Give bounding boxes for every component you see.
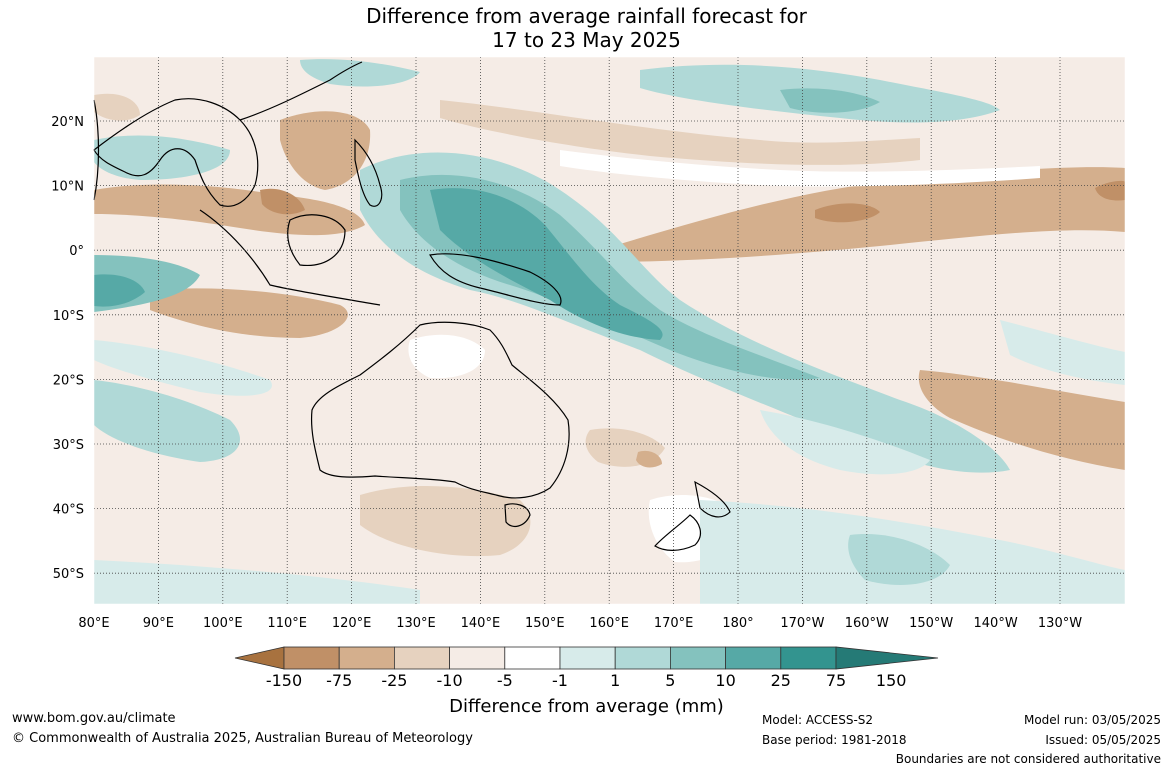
- colorbar-segment: [449, 646, 506, 670]
- website-link[interactable]: www.bom.gov.au/climate: [12, 711, 176, 726]
- colorbar-tick-label: -150: [265, 671, 303, 690]
- wet-band-southern-ocean-west: [94, 380, 240, 462]
- lon-tick-label: 150°E: [525, 616, 565, 631]
- lon-tick-label: 130°E: [396, 616, 436, 631]
- colorbar-segment: [780, 646, 837, 670]
- lon-tick-label: 110°E: [267, 616, 307, 631]
- title-line-1: Difference from average rainfall forecas…: [366, 4, 807, 28]
- boundary-disclaimer: Boundaries are not considered authoritat…: [895, 752, 1161, 766]
- colorbar-extend-low: [234, 646, 285, 670]
- lat-tick-label: 30°S: [53, 438, 84, 453]
- colorbar-segment: [670, 646, 727, 670]
- dry-patch-tasman-core: [636, 450, 662, 468]
- issued-date: Issued: 05/05/2025: [1045, 733, 1161, 747]
- dry-band-indian-ocean: [150, 288, 348, 338]
- lon-tick-label: 150°W: [909, 616, 953, 631]
- wet-band-far-south: [94, 560, 420, 604]
- coastline-new-zealand-south: [654, 514, 702, 551]
- model-run-date: Model run: 03/05/2025: [1023, 713, 1161, 727]
- lon-tick-label: 130°W: [1038, 616, 1082, 631]
- dry-patch-west: [94, 93, 140, 121]
- coastline-tasmania: [504, 503, 531, 528]
- lon-tick-label: 160°E: [589, 616, 629, 631]
- lon-tick-label: 90°E: [143, 616, 174, 631]
- lat-tick-label: 0°: [69, 244, 84, 259]
- dry-band-southeast-asia: [94, 184, 365, 236]
- base-period: Base period: 1981-2018: [762, 733, 907, 747]
- colorbar-tick-label: 5: [665, 671, 676, 690]
- coastline-new-zealand-north: [694, 480, 731, 518]
- colorbar-tick-label: 150: [875, 671, 907, 690]
- wet-band-east-pacific: [1000, 320, 1125, 385]
- lon-tick-label: 180°: [722, 616, 753, 631]
- map-panel: [94, 57, 1125, 604]
- coastline-sumatra-java: [199, 209, 381, 306]
- lon-tick-label: 140°W: [974, 616, 1018, 631]
- lon-tick-label: 170°E: [654, 616, 694, 631]
- colorbar-tick-label: 25: [770, 671, 791, 690]
- coastline-philippines: [354, 138, 383, 207]
- coastline-southeast-asia: [93, 98, 259, 207]
- lon-tick-label: 170°W: [780, 616, 824, 631]
- colorbar-segment: [559, 646, 616, 670]
- coastline-australia: [310, 321, 570, 499]
- dry-band-north-pacific-core: [815, 203, 880, 223]
- lon-tick-label: 140°E: [461, 616, 501, 631]
- colorbar-segment: [338, 646, 395, 670]
- colorbar-tick-label: 75: [825, 671, 847, 690]
- neutral-band-north: [560, 150, 1040, 187]
- lon-tick-label: 100°E: [203, 616, 243, 631]
- colorbar-tick-label: -75: [326, 671, 353, 690]
- lat-tick-label: 10°N: [51, 180, 84, 195]
- wet-band-north-pacific-core: [780, 88, 880, 113]
- lat-tick-label: 40°S: [53, 503, 84, 518]
- latitude-labels: 20°N 10°N 0° 10°S 20°S 30°S 40°S 50°S: [51, 115, 84, 582]
- longitude-labels: 80°E 90°E 100°E 110°E 120°E 130°E 140°E 150°E 16…: [78, 616, 1082, 631]
- colorbar-extend-high: [835, 646, 939, 670]
- wet-band-spcz-inner: [430, 188, 663, 340]
- chart-title: Difference from average rainfall forecas…: [0, 4, 1173, 52]
- dry-patch-borneo: [260, 188, 305, 215]
- lat-tick-label: 20°S: [53, 373, 84, 388]
- dry-band-southern-australia: [360, 485, 531, 557]
- coastline-india: [93, 99, 100, 201]
- colorbar-tick-label: -1: [552, 671, 568, 690]
- lat-tick-label: 50°S: [53, 567, 84, 582]
- lon-tick-label: 120°E: [332, 616, 372, 631]
- dry-patch-south-china-sea: [280, 111, 371, 190]
- model-name: Model: ACCESS-S2: [762, 713, 874, 727]
- colorbar-tick-label: 10: [715, 671, 736, 690]
- wet-band-southern-ocean-east-core: [848, 534, 950, 585]
- colorbar-segment: [283, 646, 340, 670]
- title-line-2: 17 to 23 May 2025: [492, 28, 681, 52]
- lat-tick-label: 20°N: [51, 115, 84, 130]
- lat-tick-label: 10°S: [53, 309, 84, 324]
- colorbar-segment: [393, 646, 450, 670]
- coastline-new-guinea: [429, 253, 562, 306]
- coastline-borneo: [287, 214, 346, 267]
- colorbar-tick-label: -5: [496, 671, 513, 690]
- colorbar-tick-label: 1: [610, 671, 621, 690]
- map-frame: [93, 56, 1126, 605]
- colorbar-segment: [504, 646, 561, 670]
- wet-band-southern-ocean-mid: [94, 340, 272, 396]
- colorbar-title: Difference from average (mm): [449, 696, 724, 717]
- copyright-text: © Commonwealth of Australia 2025, Austra…: [12, 731, 473, 746]
- colorbar-segment: [614, 646, 671, 670]
- dry-band-south-pacific: [918, 370, 1125, 470]
- neutral-patch-australia: [408, 334, 485, 379]
- dry-band-north-subtropics: [440, 100, 920, 165]
- coastlines: [93, 61, 731, 551]
- colorbar-tick-label: -25: [381, 671, 408, 690]
- coastline-china: [239, 61, 363, 121]
- colorbar-segment: [725, 646, 782, 670]
- wet-band-indian-ocean-core: [94, 274, 145, 307]
- colorbar-tick-label: -10: [436, 671, 463, 690]
- colorbar: [234, 646, 939, 670]
- lon-tick-label: 80°E: [78, 616, 109, 631]
- graticule: [94, 57, 1125, 604]
- lon-tick-label: 160°W: [845, 616, 889, 631]
